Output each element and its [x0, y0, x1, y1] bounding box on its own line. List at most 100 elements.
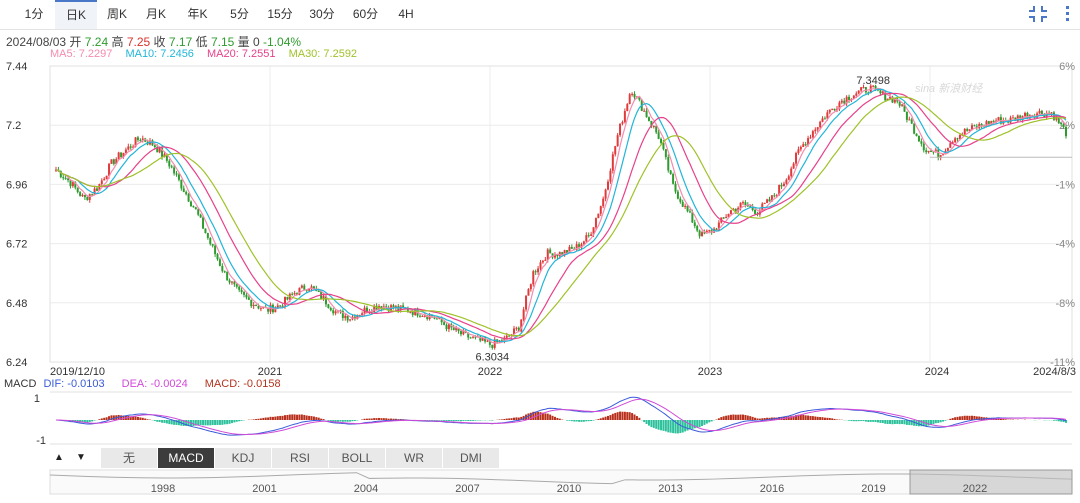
candle-body — [631, 93, 634, 95]
candle-body — [674, 183, 677, 192]
candle-body — [727, 213, 730, 217]
tab-7[interactable]: 30分 — [309, 7, 335, 21]
candle-body — [435, 318, 438, 320]
tab-9[interactable]: 4H — [398, 7, 414, 21]
nav-down-button[interactable]: ▼ — [76, 452, 86, 463]
candle-body — [139, 139, 142, 141]
candle-body — [901, 104, 904, 106]
candle-body — [161, 147, 164, 157]
candle-body — [693, 222, 696, 227]
fullscreen-icon[interactable] — [1029, 6, 1047, 22]
candle-body — [1014, 117, 1017, 121]
candle-body — [322, 296, 325, 299]
indicator-tab-2[interactable]: KDJ — [215, 448, 272, 468]
candle-body — [1024, 112, 1027, 117]
candle-body — [809, 137, 812, 139]
candle-body — [115, 159, 118, 164]
candle-body — [585, 235, 588, 242]
navigator-selection — [909, 469, 1073, 495]
indicator-tab-0[interactable]: 无 — [101, 448, 158, 468]
tab-8[interactable]: 60分 — [352, 7, 379, 21]
candle-body — [235, 284, 238, 287]
candle-body — [807, 138, 810, 146]
candle-body — [59, 171, 62, 178]
candle-body — [522, 309, 525, 320]
candle-body — [754, 210, 757, 214]
tab-0[interactable]: 1分 — [24, 7, 44, 21]
tab-3[interactable]: 月K — [145, 7, 166, 21]
candle-body — [951, 142, 954, 144]
indicator-tab-5[interactable]: WR — [386, 448, 443, 468]
candle-body — [954, 138, 957, 143]
candle-body — [479, 336, 482, 341]
candle-body — [100, 180, 103, 185]
candle-body — [823, 118, 826, 120]
candle-body — [238, 286, 241, 290]
macd-axis-bottom: -1 — [36, 435, 46, 447]
candle-body — [189, 201, 192, 207]
candle-body — [185, 191, 188, 195]
nav-up-button[interactable]: ▲ — [54, 452, 64, 463]
candle-body — [255, 304, 258, 306]
candle-body — [484, 337, 487, 342]
ma5-line — [55, 88, 1067, 344]
candle-body — [616, 135, 619, 147]
candle-body — [650, 120, 653, 127]
candle-body — [418, 315, 421, 317]
candle-body — [281, 305, 284, 307]
candle-body — [980, 124, 983, 126]
candle-body — [553, 254, 556, 258]
indicator-tab-1[interactable]: MACD — [158, 448, 215, 468]
indicator-tab-4[interactable]: BOLL — [329, 448, 386, 468]
candle-body — [1065, 126, 1067, 137]
y-tick-label: 6.72 — [6, 239, 27, 251]
candle-body — [112, 159, 115, 164]
tab-1[interactable]: 日K — [55, 0, 97, 29]
tab-6[interactable]: 15分 — [267, 7, 293, 21]
indicator-tab-6[interactable]: DMI — [443, 448, 500, 468]
candle-body — [349, 319, 352, 321]
candle-body — [845, 96, 848, 104]
pct-tick-label: -4% — [1055, 239, 1075, 251]
candle-body — [973, 125, 976, 127]
candle-body — [421, 315, 424, 317]
min-price-label: 6.3034 — [475, 351, 509, 363]
candle-body — [134, 137, 137, 147]
high-label: 高 — [111, 35, 124, 49]
candle-body — [197, 209, 200, 215]
candle-body — [423, 315, 426, 317]
ma20-label: MA20: 7.2551 — [207, 48, 276, 60]
vol-label: 量 — [237, 35, 250, 49]
macd-axis-top: 1 — [34, 393, 40, 405]
tab-2[interactable]: 周K — [106, 7, 127, 21]
candle-body — [1062, 124, 1065, 127]
candle-body — [452, 327, 455, 331]
low-value: 7.15 — [210, 35, 235, 49]
candle-body — [192, 206, 195, 208]
tab-4[interactable]: 年K — [187, 7, 208, 21]
candle-body — [691, 212, 694, 223]
vol-value: 0 — [253, 35, 260, 49]
candle-body — [741, 202, 744, 204]
candle-body — [927, 150, 930, 153]
candle-body — [508, 335, 511, 337]
candle-body — [187, 194, 190, 202]
y-tick-label: 7.44 — [6, 61, 27, 73]
candle-body — [230, 281, 233, 283]
candle-body — [216, 254, 219, 260]
navigator-year-label: 2013 — [658, 483, 682, 495]
more-icon[interactable] — [1066, 6, 1069, 21]
x-tick-label: 2024/8/3 — [1033, 366, 1076, 378]
candle-body — [599, 206, 602, 214]
open-value: 7.24 — [84, 35, 109, 49]
candle-body — [291, 293, 294, 295]
candle-body — [987, 121, 990, 125]
tab-5[interactable]: 5分 — [230, 7, 249, 21]
max-price-label: 7.3498 — [856, 75, 890, 87]
candle-body — [963, 129, 966, 135]
candle-body — [908, 119, 911, 121]
candle-body — [848, 96, 851, 101]
indicator-tab-3[interactable]: RSI — [272, 448, 329, 468]
dea-line — [55, 398, 1067, 435]
